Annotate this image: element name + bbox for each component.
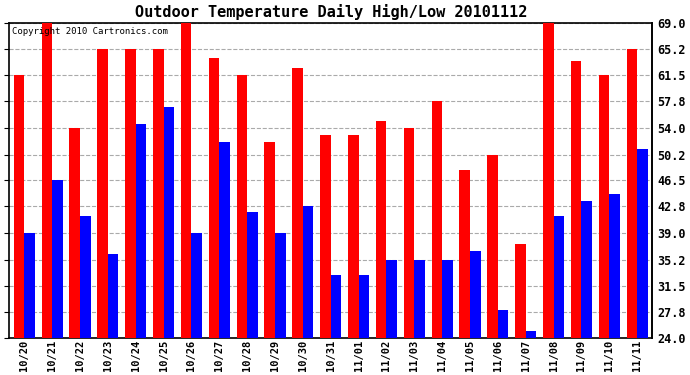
Bar (404, 128, 414, 338)
Bar (376, 121, 386, 338)
Bar (181, 23, 192, 338)
Bar (386, 260, 397, 338)
Bar (125, 50, 136, 338)
Bar (97, 50, 108, 338)
Bar (571, 61, 582, 338)
Bar (553, 216, 564, 338)
Bar (70, 128, 80, 338)
Bar (348, 135, 359, 338)
Bar (627, 50, 637, 338)
Bar (136, 124, 146, 338)
Bar (609, 195, 620, 338)
Bar (41, 23, 52, 338)
Text: Copyright 2010 Cartronics.com: Copyright 2010 Cartronics.com (12, 27, 168, 36)
Bar (275, 233, 286, 338)
Bar (192, 233, 202, 338)
Bar (52, 180, 63, 338)
Bar (637, 149, 648, 338)
Bar (414, 260, 425, 338)
Bar (526, 331, 536, 338)
Bar (359, 275, 369, 338)
Bar (582, 201, 592, 338)
Bar (487, 154, 498, 338)
Bar (164, 107, 174, 338)
Bar (153, 50, 164, 338)
Bar (470, 251, 481, 338)
Bar (219, 142, 230, 338)
Bar (331, 275, 342, 338)
Bar (431, 101, 442, 338)
Bar (599, 75, 609, 338)
Bar (108, 254, 119, 338)
Bar (209, 58, 219, 338)
Bar (320, 135, 331, 338)
Bar (247, 212, 258, 338)
Title: Outdoor Temperature Daily High/Low 20101112: Outdoor Temperature Daily High/Low 20101… (135, 4, 527, 20)
Bar (515, 243, 526, 338)
Bar (498, 310, 509, 338)
Bar (303, 206, 313, 338)
Bar (543, 23, 553, 338)
Bar (442, 260, 453, 338)
Bar (460, 170, 470, 338)
Bar (80, 216, 90, 338)
Bar (293, 68, 303, 338)
Bar (237, 75, 247, 338)
Bar (14, 75, 24, 338)
Bar (24, 233, 35, 338)
Bar (264, 142, 275, 338)
